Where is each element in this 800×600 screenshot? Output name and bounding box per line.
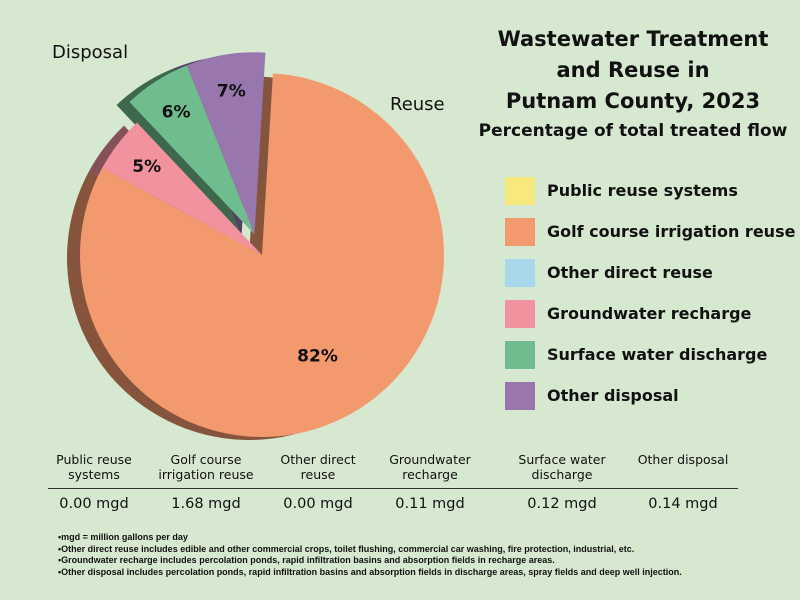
slice-label-groundwater-recharge: 5% bbox=[132, 157, 161, 177]
legend-label: Other direct reuse bbox=[547, 263, 713, 282]
table-header-cell: Other disposal bbox=[628, 452, 738, 467]
flow-table: Public reuse systems Golf course irrigation… bbox=[48, 452, 738, 519]
footnote: Groundwater recharge includes percolatio… bbox=[58, 555, 682, 567]
legend-label: Other disposal bbox=[547, 386, 679, 405]
legend-item-groundwater-recharge: Groundwater recharge bbox=[505, 293, 795, 334]
legend-item-other-direct-reuse: Other direct reuse bbox=[505, 252, 795, 293]
table-header-line: reuse bbox=[300, 467, 336, 482]
legend-item-other-disposal: Other disposal bbox=[505, 375, 795, 416]
table-header-line: Other direct bbox=[280, 452, 356, 467]
legend-label: Groundwater recharge bbox=[547, 304, 752, 323]
legend-label: Public reuse systems bbox=[547, 181, 738, 200]
slice-groundwater-recharge bbox=[102, 122, 262, 255]
pie-labels: 82% 5% 6% 7% bbox=[132, 82, 338, 367]
legend-label: Surface water discharge bbox=[547, 345, 768, 364]
chart-title-block: Wastewater Treatment and Reuse in Putnam… bbox=[478, 24, 788, 141]
legend-swatch bbox=[505, 299, 535, 328]
footnote: Other disposal includes percolation pond… bbox=[58, 567, 682, 579]
slice-golf-course-irrigation-reuse bbox=[80, 73, 445, 438]
table-header-line: recharge bbox=[402, 467, 458, 482]
table-header-line: discharge bbox=[531, 467, 593, 482]
legend-item-public-reuse-systems: Public reuse systems bbox=[505, 170, 795, 211]
table-header-line: Groundwater bbox=[389, 452, 471, 467]
chart-title-line-1: Wastewater Treatment bbox=[497, 27, 769, 51]
table-value-cell: 0.12 mgd bbox=[527, 496, 597, 512]
slice-other-disposal bbox=[187, 52, 266, 235]
table-value-cell: 0.14 mgd bbox=[648, 496, 718, 512]
table-header-line: Public reuse bbox=[56, 452, 132, 467]
footnote: mgd = million gallons per day bbox=[58, 532, 682, 544]
table-value-cell: 1.68 mgd bbox=[171, 496, 241, 512]
slice-label-surface-water-discharge: 6% bbox=[162, 103, 191, 123]
group-label-disposal: Disposal bbox=[52, 42, 128, 63]
slice-label-other-disposal: 7% bbox=[217, 82, 246, 102]
table-value-row: 0.00 mgd 1.68 mgd 0.00 mgd 0.11 mgd 0.12 mgd… bbox=[48, 489, 738, 519]
chart-title-line-2: and Reuse in bbox=[556, 58, 710, 82]
footnote: Other direct reuse includes edible and o… bbox=[58, 544, 682, 556]
legend-swatch bbox=[505, 340, 535, 369]
legend-swatch bbox=[505, 381, 535, 410]
table-header-cell: Surface water discharge bbox=[496, 452, 628, 482]
legend-swatch bbox=[505, 258, 535, 287]
table-header-line: systems bbox=[68, 467, 120, 482]
chart-subtitle: Percentage of total treated flow bbox=[478, 121, 788, 141]
table-header-cell: Other direct reuse bbox=[272, 452, 364, 482]
table-header-row: Public reuse systems Golf course irrigation… bbox=[48, 452, 738, 489]
table-header-cell: Golf course irrigation reuse bbox=[140, 452, 272, 482]
table-header-cell: Groundwater recharge bbox=[364, 452, 496, 482]
table-header-line: Surface water bbox=[518, 452, 606, 467]
legend: Public reuse systems Golf course irrigati… bbox=[505, 170, 795, 416]
footnotes: mgd = million gallons per dayOther direc… bbox=[58, 532, 682, 578]
legend-item-surface-water-discharge: Surface water discharge bbox=[505, 334, 795, 375]
table-header-line: irrigation reuse bbox=[158, 467, 254, 482]
legend-swatch bbox=[505, 217, 535, 246]
table-header-cell: Public reuse systems bbox=[48, 452, 140, 482]
group-label-reuse: Reuse bbox=[390, 94, 445, 115]
legend-label: Golf course irrigation reuse bbox=[547, 222, 796, 241]
table-value-cell: 0.00 mgd bbox=[283, 496, 353, 512]
table-header-line: Golf course bbox=[170, 452, 242, 467]
slice-surface-water-discharge bbox=[129, 65, 255, 235]
pie-slices bbox=[80, 52, 445, 438]
chart-title-line-3: Putnam County, 2023 bbox=[505, 89, 761, 113]
legend-swatch bbox=[505, 176, 535, 205]
table-header-line: Other disposal bbox=[637, 452, 729, 467]
slice-label-golf-course-irrigation-reuse: 82% bbox=[297, 346, 338, 366]
chart-title: Wastewater Treatment and Reuse in Putnam… bbox=[478, 24, 788, 117]
legend-item-golf-course-irrigation-reuse: Golf course irrigation reuse bbox=[505, 211, 795, 252]
table-value-cell: 0.11 mgd bbox=[395, 496, 465, 512]
table-value-cell: 0.00 mgd bbox=[59, 496, 129, 512]
